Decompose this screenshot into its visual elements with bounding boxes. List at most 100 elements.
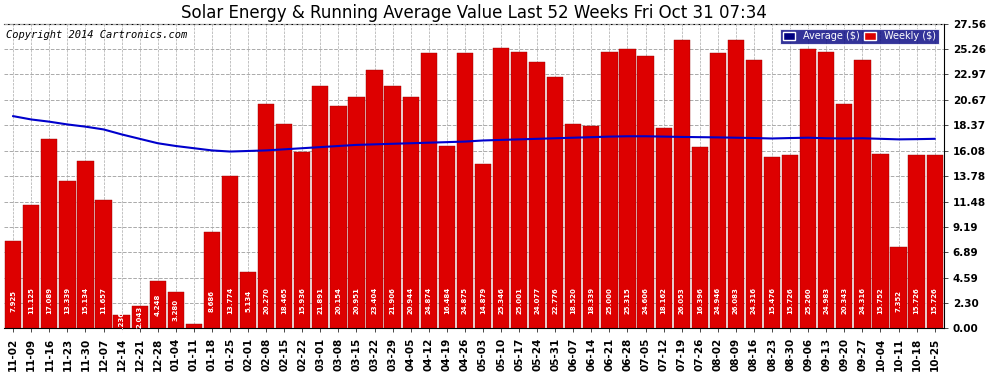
Bar (493, 48, 509, 328)
Bar (837, 104, 852, 328)
Text: 18.162: 18.162 (660, 287, 666, 314)
Bar (710, 53, 726, 328)
Text: 24.316: 24.316 (859, 287, 865, 314)
Text: 15.726: 15.726 (914, 287, 920, 314)
Text: 18.339: 18.339 (588, 287, 594, 314)
Text: 24.077: 24.077 (535, 287, 541, 314)
Text: 1.236: 1.236 (119, 310, 125, 333)
Bar (909, 154, 925, 328)
Text: 24.875: 24.875 (462, 287, 468, 314)
Text: 14.879: 14.879 (480, 287, 486, 314)
Bar (655, 128, 672, 328)
Bar (890, 247, 907, 328)
Bar (403, 97, 419, 328)
Bar (384, 86, 401, 328)
Text: 11.125: 11.125 (29, 287, 35, 314)
Bar (620, 48, 636, 328)
Text: 25.001: 25.001 (516, 287, 522, 314)
Bar (764, 158, 780, 328)
Bar (5, 241, 22, 328)
Bar (854, 60, 870, 328)
Text: 16.484: 16.484 (444, 287, 449, 314)
Bar (276, 124, 292, 328)
Text: 24.316: 24.316 (751, 287, 757, 314)
Bar (294, 152, 311, 328)
Text: 2.043: 2.043 (137, 306, 143, 328)
Bar (601, 52, 618, 328)
Bar (331, 106, 346, 328)
Bar (547, 76, 563, 328)
Bar (186, 324, 202, 328)
Bar (818, 52, 835, 328)
Bar (77, 161, 94, 328)
Bar (475, 164, 491, 328)
Text: 13.774: 13.774 (227, 287, 233, 314)
Text: 8.686: 8.686 (209, 290, 215, 312)
Text: 20.944: 20.944 (408, 287, 414, 314)
Text: 5.134: 5.134 (246, 290, 251, 312)
Text: 20.343: 20.343 (842, 287, 847, 314)
Bar (114, 315, 130, 328)
Text: 13.339: 13.339 (64, 287, 70, 314)
Text: 16.396: 16.396 (697, 287, 703, 314)
Text: 7.352: 7.352 (896, 290, 902, 312)
Bar (348, 97, 364, 328)
Text: 18.465: 18.465 (281, 287, 287, 314)
Text: 24.946: 24.946 (715, 287, 721, 314)
Text: 21.906: 21.906 (390, 287, 396, 314)
Text: 15.936: 15.936 (299, 287, 305, 314)
Bar (258, 104, 274, 328)
Text: 11.657: 11.657 (101, 287, 107, 314)
Bar (59, 181, 75, 328)
Text: 25.260: 25.260 (805, 288, 811, 314)
Bar (167, 292, 184, 328)
Text: 21.891: 21.891 (318, 287, 324, 314)
Legend: Average ($), Weekly ($): Average ($), Weekly ($) (780, 28, 939, 44)
Bar (312, 86, 329, 328)
Bar (456, 53, 473, 328)
Text: 15.726: 15.726 (932, 287, 938, 314)
Text: 7.925: 7.925 (10, 290, 16, 312)
Text: 23.404: 23.404 (371, 287, 377, 314)
Text: 25.315: 25.315 (625, 287, 631, 314)
Bar (583, 126, 600, 328)
Bar (800, 49, 817, 328)
Bar (529, 62, 545, 328)
Title: Solar Energy & Running Average Value Last 52 Weeks Fri Oct 31 07:34: Solar Energy & Running Average Value Las… (181, 4, 767, 22)
Text: 24.983: 24.983 (824, 287, 830, 314)
Bar (673, 40, 690, 328)
Text: 20.951: 20.951 (353, 287, 359, 314)
Bar (927, 154, 942, 328)
Text: 3.280: 3.280 (173, 299, 179, 321)
Text: 25.346: 25.346 (498, 287, 504, 314)
Text: 15.476: 15.476 (769, 287, 775, 314)
Bar (222, 176, 239, 328)
Text: 15.134: 15.134 (82, 287, 88, 314)
Bar (366, 70, 383, 328)
Bar (782, 154, 798, 328)
Bar (511, 52, 528, 328)
Bar (95, 200, 112, 328)
Text: 24.874: 24.874 (426, 287, 432, 314)
Bar (421, 53, 437, 328)
Bar (638, 56, 653, 328)
Bar (132, 306, 148, 328)
Bar (692, 147, 708, 328)
Text: 20.154: 20.154 (336, 287, 342, 314)
Text: 18.520: 18.520 (570, 287, 576, 314)
Bar (204, 232, 220, 328)
Bar (565, 124, 581, 328)
Text: 25.000: 25.000 (607, 287, 613, 314)
Text: 26.083: 26.083 (733, 287, 739, 314)
Bar (728, 40, 744, 328)
Bar (240, 272, 256, 328)
Text: 17.089: 17.089 (47, 287, 52, 314)
Bar (23, 206, 40, 328)
Text: 22.776: 22.776 (552, 287, 558, 314)
Text: 15.726: 15.726 (787, 287, 793, 314)
Bar (872, 154, 889, 328)
Text: 15.752: 15.752 (877, 287, 883, 314)
Bar (439, 146, 455, 328)
Text: Copyright 2014 Cartronics.com: Copyright 2014 Cartronics.com (6, 30, 187, 40)
Bar (149, 282, 166, 328)
